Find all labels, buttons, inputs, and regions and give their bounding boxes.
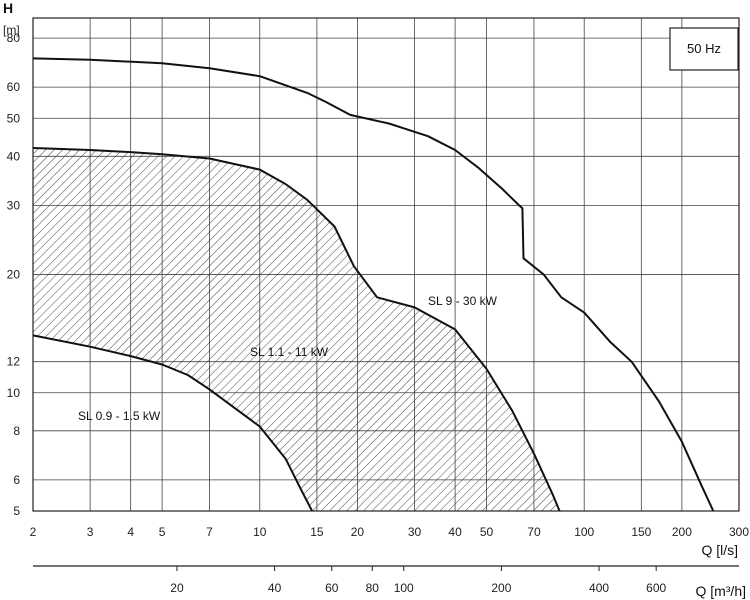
- y-tick-label: 60: [7, 80, 21, 94]
- x-tick-label: 5: [159, 525, 166, 539]
- y-tick-label: 30: [7, 198, 21, 212]
- x-tick-label: 150: [631, 525, 651, 539]
- x-tick-label: 30: [408, 525, 422, 539]
- y-tick-label: 12: [7, 355, 21, 369]
- series-label-sl11: SL 1.1 - 11 kW: [250, 345, 329, 359]
- series-curve-1: [32, 147, 561, 512]
- y-tick-label: 50: [7, 111, 21, 125]
- x2-tick-labels: 20 40 60 80 100 200 400 600: [170, 566, 667, 595]
- y-tick-label: 6: [13, 473, 20, 487]
- x-tick-labels: 2 3 4 5 7 10 15 20 30 40 50 70 100 150 200 300: [30, 525, 750, 539]
- y-tick-label: 40: [7, 149, 21, 163]
- y-tick-label: 8: [13, 424, 20, 438]
- x-tick-label: 4: [127, 525, 134, 539]
- hatched-area: [33, 148, 560, 511]
- x-tick-label: 10: [253, 525, 267, 539]
- plot-frame: [32, 17, 740, 512]
- x2-axis-title: Q [m³/h]: [695, 583, 746, 599]
- y-axis-unit: [m]: [3, 23, 20, 37]
- x2-tick-label: 400: [589, 581, 609, 595]
- curve-group: [32, 57, 715, 512]
- y-tick-label: 80: [7, 31, 21, 45]
- x-tick-label: 2: [30, 525, 37, 539]
- series-label-sl09: SL 0.9 - 1.5 kW: [78, 409, 161, 423]
- x-tick-label: 40: [448, 525, 462, 539]
- shaded-region: [33, 148, 560, 511]
- x2-tick-label: 100: [394, 581, 414, 595]
- x2-tick-label: 40: [268, 581, 282, 595]
- x2-tick-label: 200: [491, 581, 511, 595]
- x-axis-title: Q [l/s]: [701, 542, 738, 558]
- y-tick-labels: 5 6 8 10 12 20 30 40 50 60 80: [7, 31, 21, 518]
- x-tick-label: 3: [87, 525, 94, 539]
- x2-tick-label: 20: [170, 581, 184, 595]
- series-curve-0: [32, 334, 313, 512]
- y-tick-label: 10: [7, 386, 21, 400]
- x-tick-label: 70: [527, 525, 541, 539]
- y-tick-label: 20: [7, 268, 21, 282]
- series-label-sl9: SL 9 - 30 kW: [428, 294, 498, 308]
- x-tick-label: 7: [206, 525, 213, 539]
- x-tick-label: 100: [574, 525, 594, 539]
- x-tick-label: 200: [672, 525, 692, 539]
- y-tick-label: 5: [13, 504, 20, 518]
- x-tick-label: 15: [310, 525, 324, 539]
- x-tick-label: 50: [480, 525, 494, 539]
- x2-tick-label: 60: [325, 581, 339, 595]
- frequency-box: [669, 27, 739, 71]
- frequency-label: 50 Hz: [687, 41, 721, 56]
- x-tick-label: 20: [351, 525, 365, 539]
- y-axis-title: H: [3, 0, 13, 16]
- x-tick-label: 300: [729, 525, 749, 539]
- series-curve-2: [32, 57, 715, 512]
- x2-tick-label: 80: [366, 581, 380, 595]
- x2-tick-label: 600: [646, 581, 666, 595]
